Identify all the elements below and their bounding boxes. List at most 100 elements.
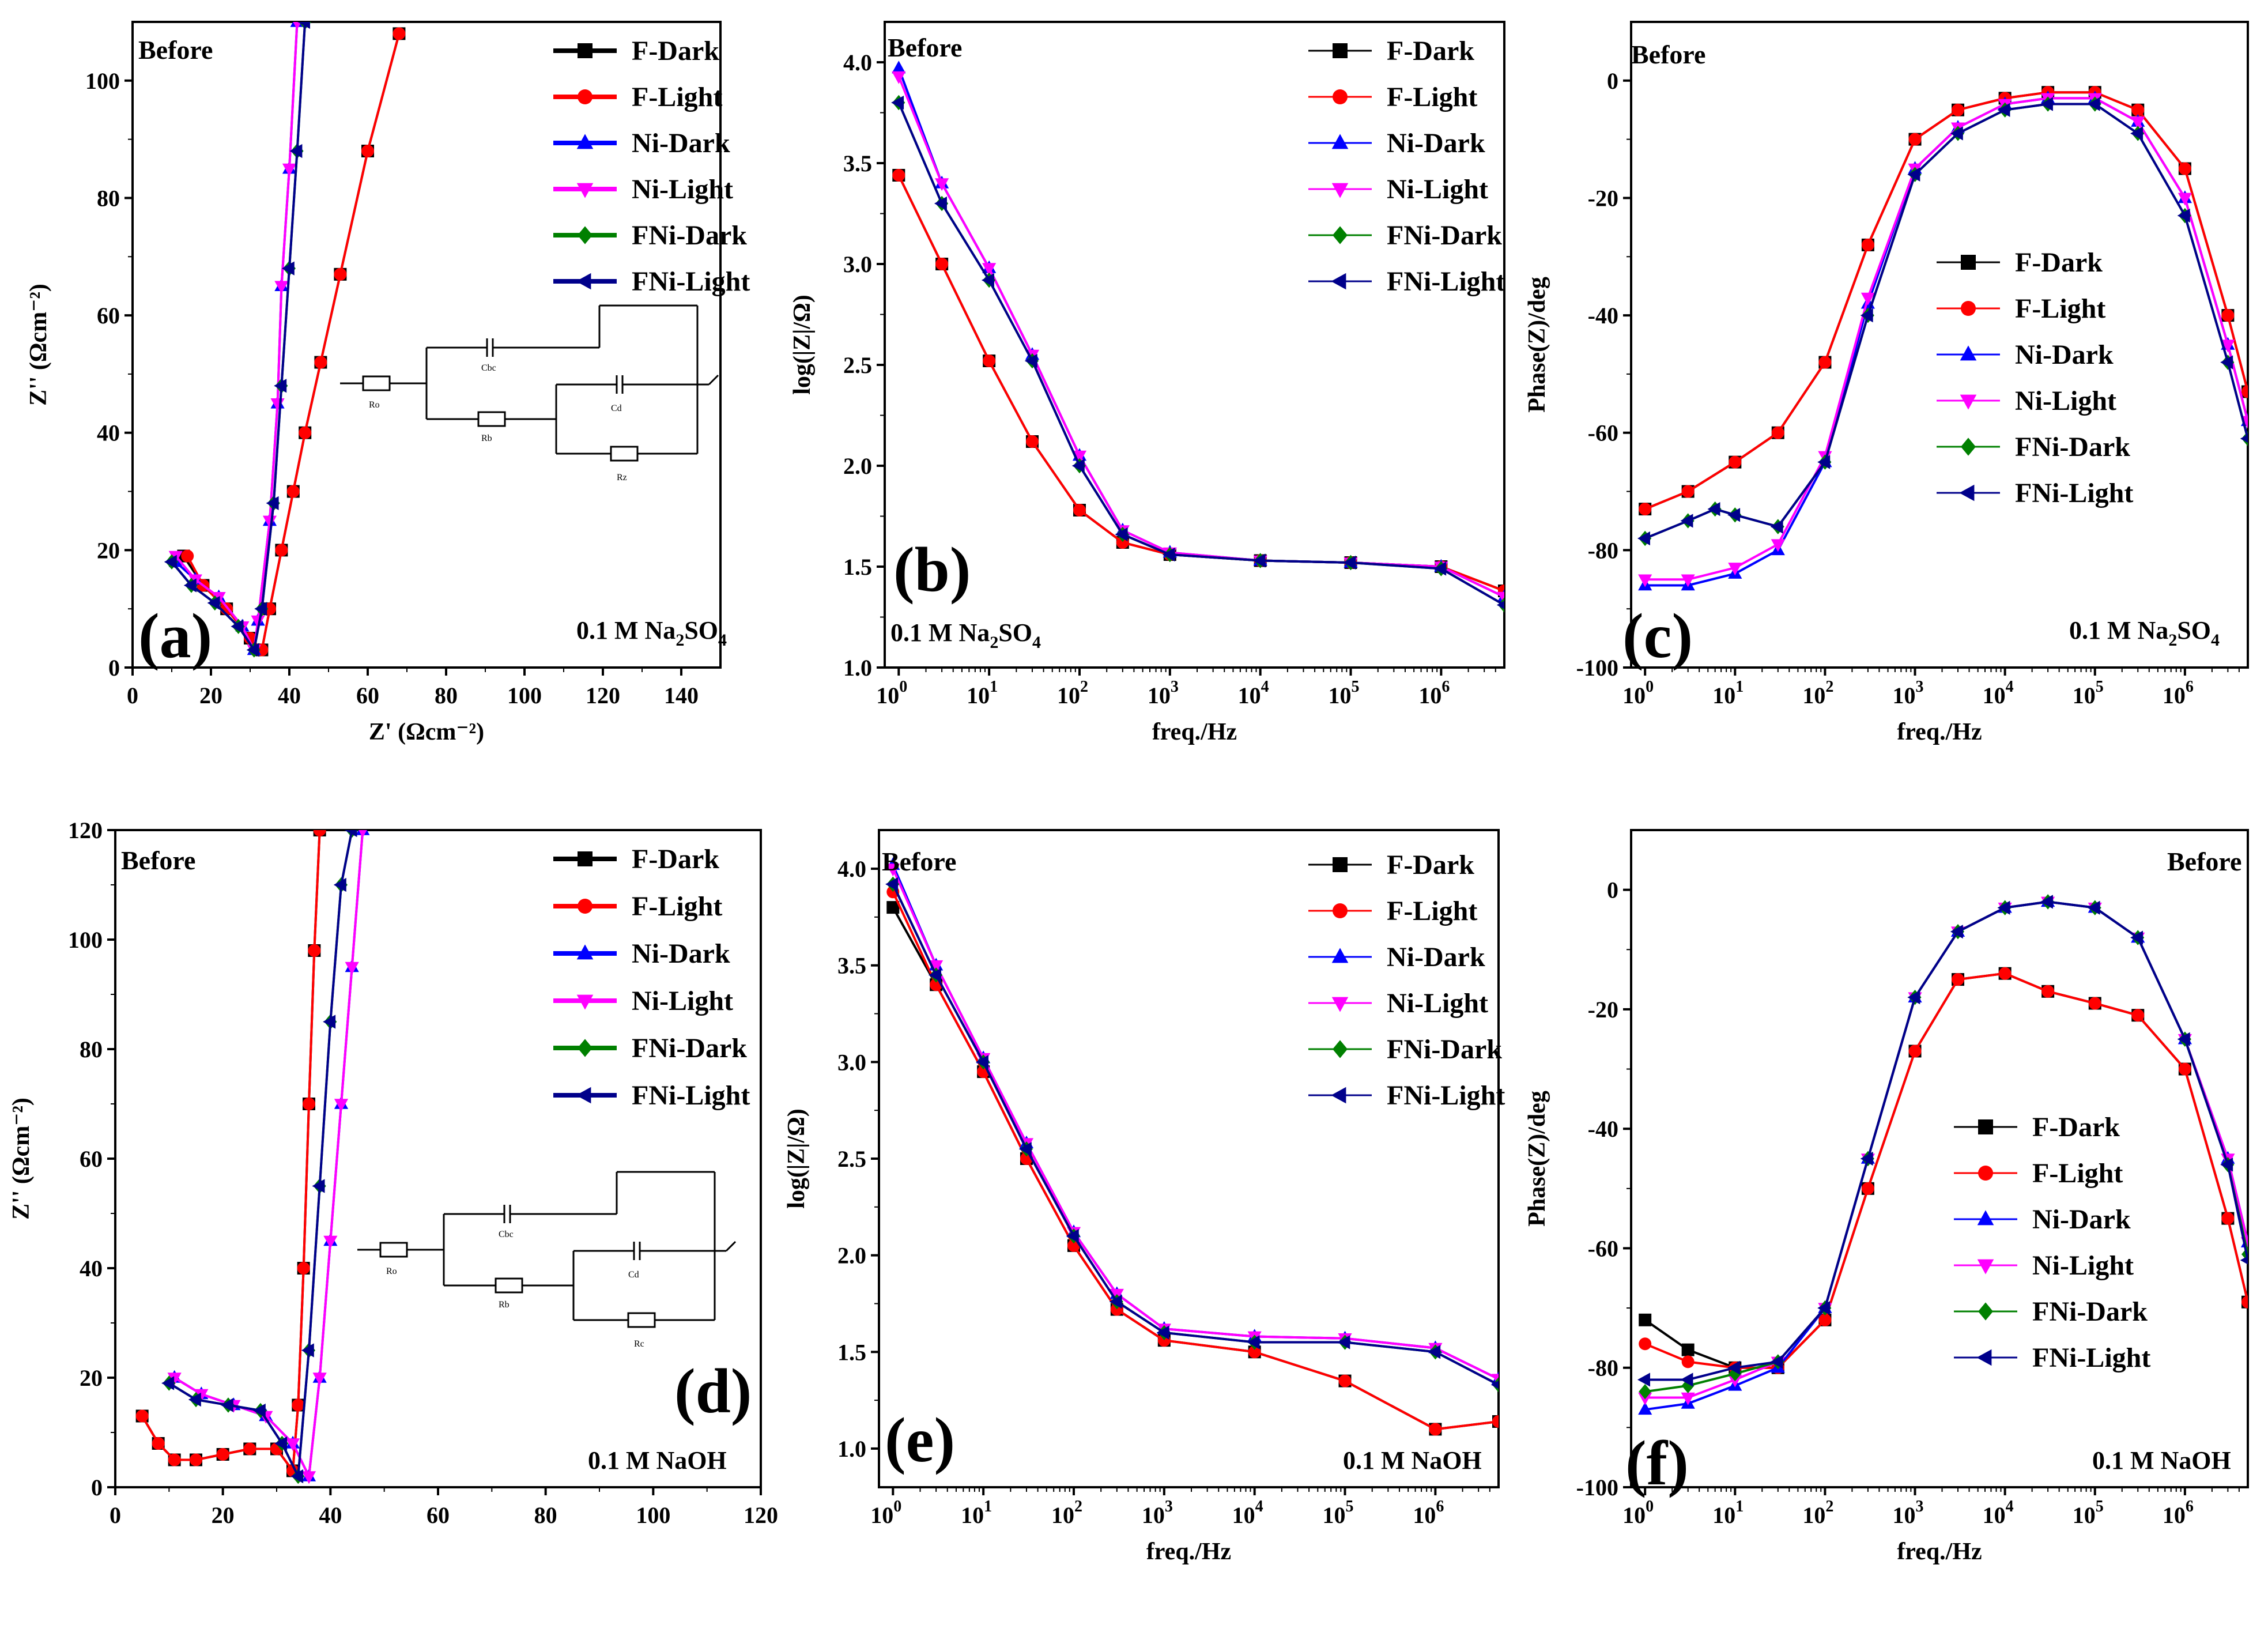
y-tick-label: -80 <box>1588 537 1618 563</box>
data-point-ni-light <box>2221 340 2235 353</box>
y-tick-label: 60 <box>80 1146 103 1172</box>
data-point-ni-light <box>167 1373 182 1386</box>
data-point-f-light <box>334 267 347 281</box>
legend-label: F-Light <box>1387 82 1477 112</box>
y-tick-label: -20 <box>1588 185 1618 211</box>
data-point-fni-light <box>281 261 295 276</box>
legend-marker <box>576 273 591 290</box>
data-point-fni-light <box>2130 930 2144 945</box>
data-point-ni-light <box>274 281 289 294</box>
legend-marker <box>576 994 594 1010</box>
legend-label: Ni-Dark <box>632 128 730 159</box>
data-point-f-light <box>1248 1345 1261 1359</box>
data-point-fni-light <box>312 1179 325 1193</box>
y-tick-label: 4.0 <box>843 50 872 76</box>
data-point-f-light <box>1025 435 1039 448</box>
legend-marker <box>576 944 594 960</box>
series-line-ni-light <box>1645 97 2248 581</box>
data-point-fni-light <box>188 1392 201 1407</box>
data-point-f-light <box>2088 997 2101 1010</box>
chart-panel-a: 0 20 40 60 80 100 120 140 0 20 40 60 80 100 Z' (Ωcm⁻²)… <box>25 21 750 745</box>
y-axis-label: Z'' (Ωcm⁻²) <box>8 1098 35 1220</box>
data-point-fni-light <box>1907 167 1920 182</box>
data-point-f-light <box>1429 1423 1442 1436</box>
panel-label: (b) <box>893 534 971 605</box>
data-point-f-light <box>2241 385 2248 398</box>
x-tick-label: 105 <box>1323 1498 1354 1528</box>
legend-label: Ni-Dark <box>1387 942 1485 972</box>
y-tick-label: 0 <box>91 1475 103 1500</box>
legend-label: Ni-Dark <box>2032 1204 2131 1235</box>
data-point-fni-light <box>1637 531 1650 546</box>
legend-marker <box>1961 255 1976 270</box>
x-tick-label: 103 <box>1148 678 1179 708</box>
legend-marker <box>1977 1210 1994 1226</box>
legend-label: FNi-Light <box>1387 1080 1505 1111</box>
panel-tag: Before <box>138 35 213 65</box>
data-point-fni-light <box>891 95 904 110</box>
circuit-label: Rc <box>634 1339 644 1349</box>
panel-tag: Before <box>888 33 962 62</box>
data-point-ni-light <box>312 1373 327 1386</box>
y-tick-label: 3.0 <box>837 1049 866 1075</box>
data-point-fni-light <box>1680 514 1693 528</box>
data-point-fni-light <box>1156 1325 1169 1340</box>
resistor-rb <box>477 411 506 427</box>
series-group <box>891 61 1504 613</box>
legend-marker <box>1333 43 1348 58</box>
data-point-f-light <box>275 544 288 557</box>
y-tick-label: 60 <box>97 303 120 329</box>
y-tick-label: 1.5 <box>837 1339 866 1365</box>
series-group <box>1637 894 2248 1415</box>
equivalent-circuit <box>357 1171 737 1328</box>
data-point-fni-light <box>161 1376 175 1390</box>
data-point-fni-light <box>333 877 346 892</box>
data-point-f-light <box>152 1437 165 1450</box>
x-tick-label: 120 <box>586 683 620 708</box>
y-tick-label: 80 <box>97 185 120 211</box>
electrolyte-label: 0.1 M NaOH <box>2092 1446 2231 1475</box>
x-tick-label: 60 <box>356 683 379 708</box>
circuit-label: Ro <box>369 400 380 410</box>
data-point-ni-light <box>194 1389 209 1402</box>
x-tick-label: 102 <box>1057 678 1088 708</box>
x-tick-label: 100 <box>1622 678 1654 708</box>
series-group <box>1637 86 2248 591</box>
y-tick-label: 20 <box>80 1365 103 1391</box>
data-point-fni-light <box>885 877 899 891</box>
panel-label: (c) <box>1622 601 1693 671</box>
x-tick-label: 40 <box>319 1502 342 1528</box>
data-point-fni-light <box>2177 208 2190 223</box>
data-point-fni-light <box>2240 1255 2248 1265</box>
y-tick-label: 2.0 <box>843 453 872 479</box>
data-point-f-dark <box>886 901 900 914</box>
data-point-f-light <box>168 1453 181 1466</box>
y-tick-label: 4.0 <box>837 856 866 882</box>
legend-label: FNi-Dark <box>632 1033 747 1064</box>
data-point-ni-light <box>982 263 997 276</box>
data-point-fni-light <box>1817 455 1831 469</box>
data-point-ni-light <box>1638 574 1652 587</box>
data-point-fni-light <box>207 595 220 610</box>
panel-label: (a) <box>138 601 212 671</box>
data-point-f-light <box>308 944 321 957</box>
plot-frame <box>114 829 762 1488</box>
data-point-fni-light <box>1066 1229 1079 1243</box>
legend-label: FNi-Light <box>632 266 750 297</box>
data-point-fni-light <box>266 496 279 511</box>
data-point-f-dark <box>1639 1313 1652 1326</box>
resistor-rb <box>495 1277 523 1294</box>
x-axis-label: freq./Hz <box>1146 1539 1231 1565</box>
y-axis-label: Phase(Z)/deg <box>1524 1091 1550 1227</box>
y-tick-label: 3.5 <box>837 953 866 979</box>
electrolyte-label: 0.1 M Na2SO4 <box>576 616 727 650</box>
legend-marker <box>1333 226 1348 244</box>
data-point-f-light <box>2221 309 2235 322</box>
data-point-fni-light <box>2040 895 2053 909</box>
data-point-fni-light <box>981 273 994 288</box>
data-point-fni-light <box>2130 126 2144 141</box>
data-point-f-light <box>2241 1295 2248 1309</box>
data-point-ni-light <box>1681 574 1695 587</box>
x-tick-label: 101 <box>961 1498 992 1528</box>
data-point-fni-light <box>1252 553 1266 568</box>
